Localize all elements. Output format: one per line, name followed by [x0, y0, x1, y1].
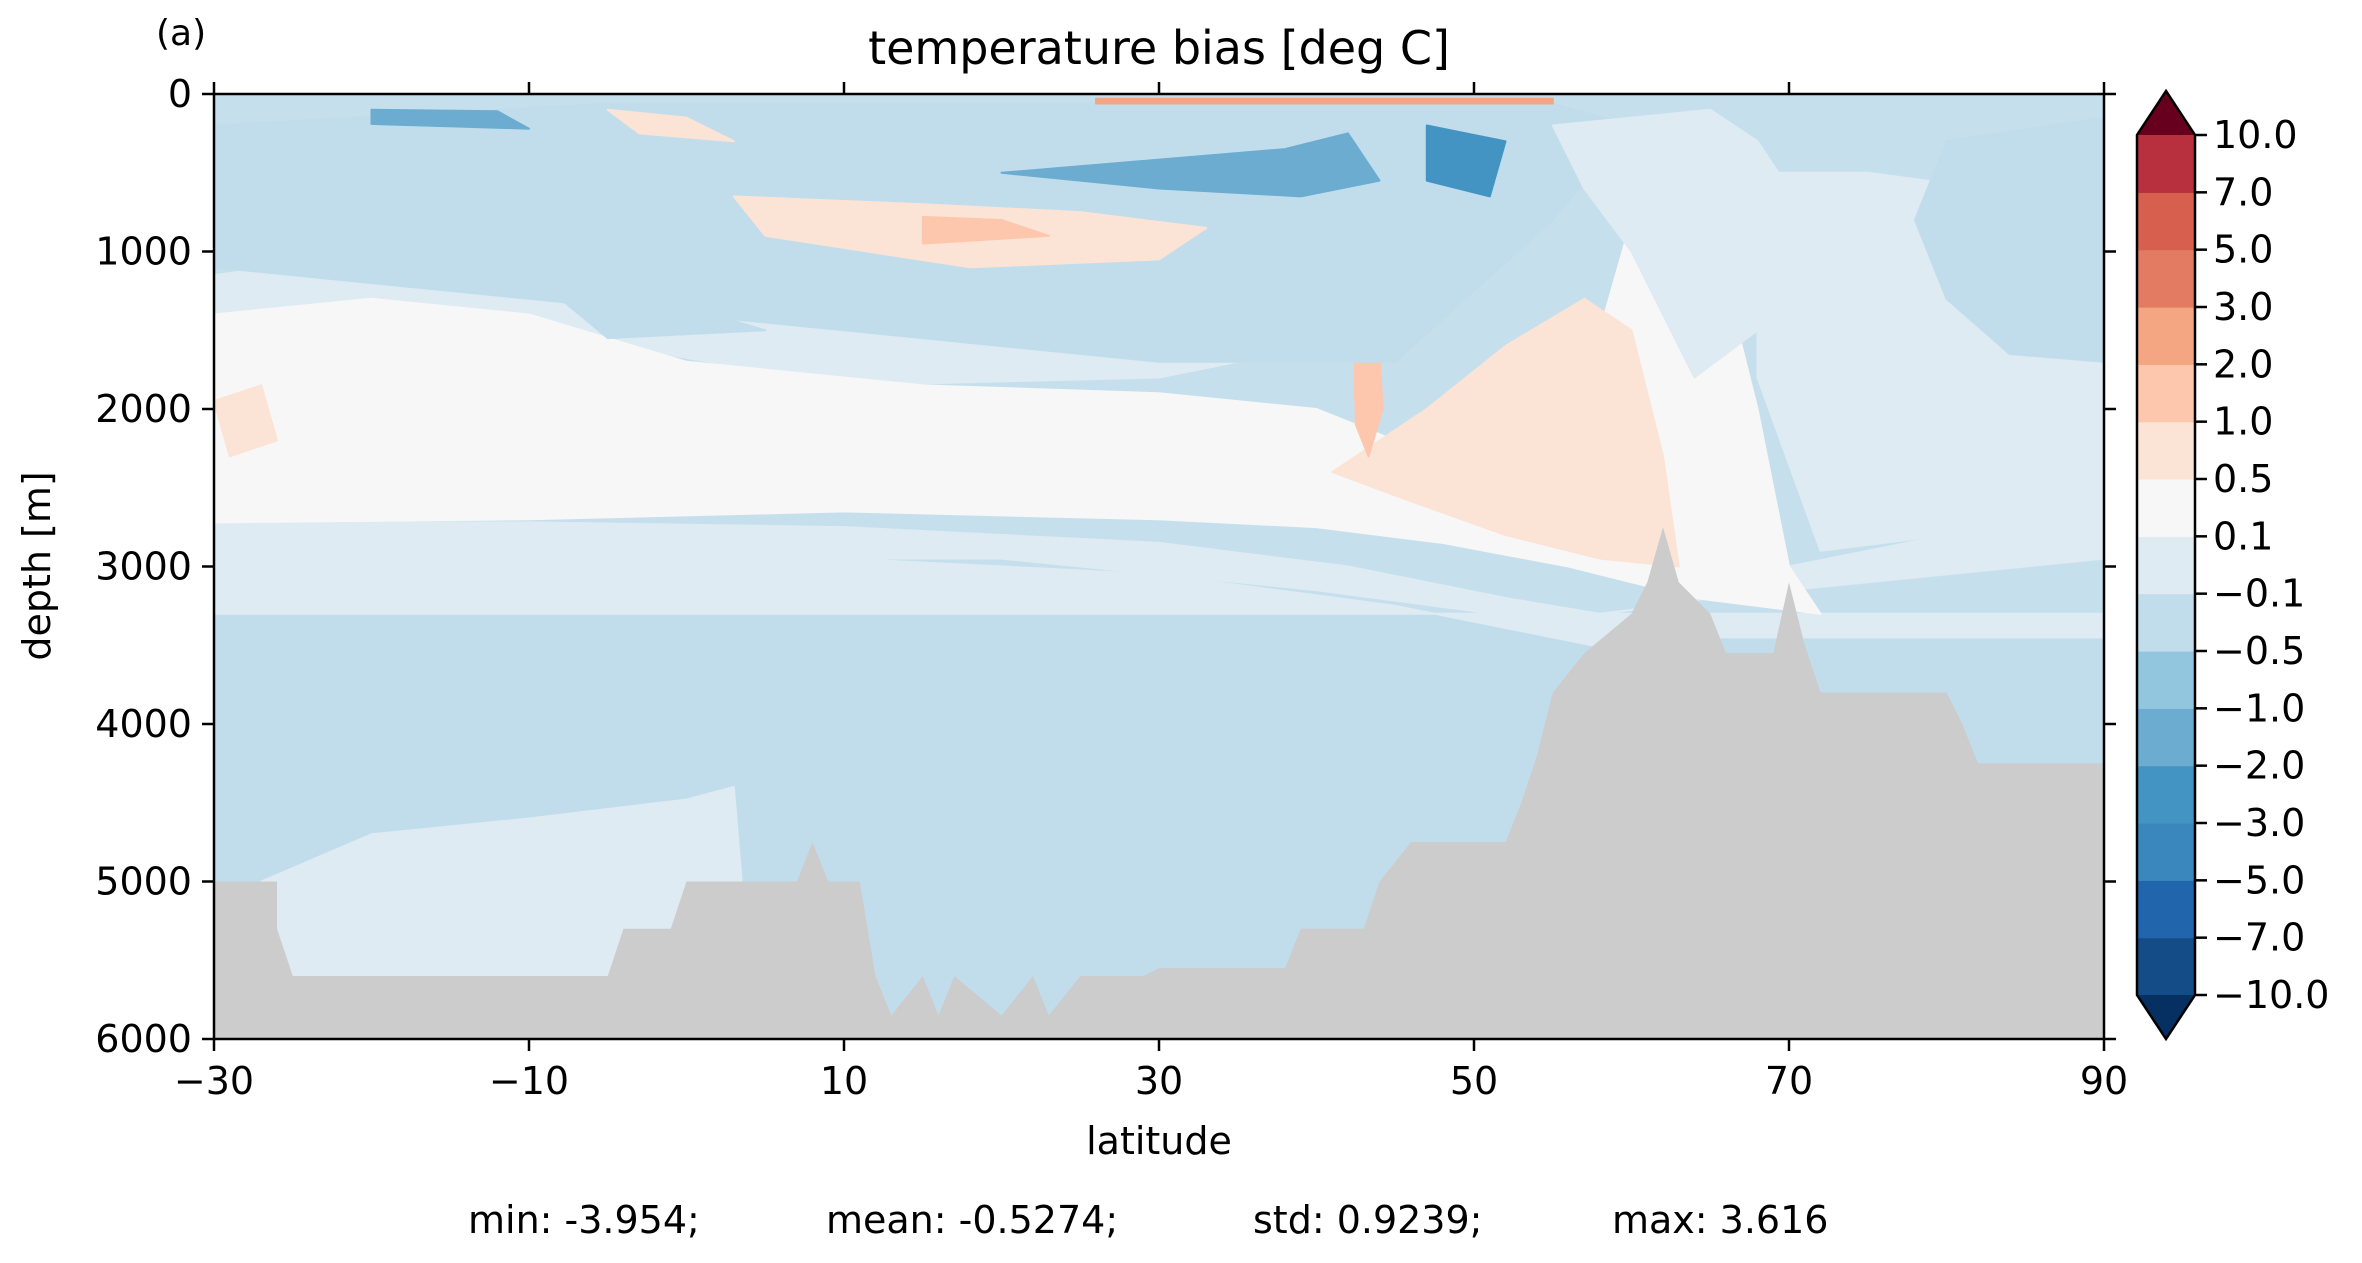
x-tick-label: −10 [489, 1059, 569, 1103]
colorbar-segment [2137, 135, 2195, 193]
region-white-band-3k [214, 502, 2104, 623]
colorbar-segment [2137, 307, 2195, 365]
plot-area [212, 92, 2106, 1041]
colorbar-tick-label: 2.0 [2213, 342, 2273, 386]
colorbar-segment [2137, 937, 2195, 996]
x-axis: −30 −10 10 30 50 70 90 [174, 82, 2128, 1103]
region-mid-blue-1600 [559, 297, 767, 340]
region-positive-core-north [1331, 297, 1680, 568]
region-upper-orange-core [921, 215, 1050, 245]
region-upper-blue-left [370, 108, 530, 130]
y-tick-label: 4000 [95, 702, 192, 746]
x-tick-label: 90 [2080, 1059, 2128, 1103]
x-tick-label: −30 [174, 1059, 254, 1103]
colorbar-segment [2137, 536, 2195, 595]
colorbar-tick-label: −5.0 [2213, 858, 2305, 902]
colorbar-segment [2137, 651, 2195, 709]
colorbar-extend-min [2137, 995, 2195, 1039]
colorbar-tick-label: −2.0 [2213, 744, 2305, 788]
colorbar-tick-label: −7.0 [2213, 916, 2305, 960]
colorbar-tick-label: 1.0 [2213, 400, 2273, 444]
colorbar-tick-label: −0.1 [2213, 572, 2305, 616]
stat-mean: mean: -0.5274; [826, 1198, 1119, 1242]
colorbar-segment [2137, 479, 2195, 537]
colorbar: −10.0 −7.0 −5.0 −3.0 −2.0 −1.0 −0.5 −0.1 0.1 0.5 1… [2135, 88, 2329, 1042]
colorbar-segment [2137, 823, 2195, 881]
colorbar-segment [2137, 765, 2195, 824]
colorbar-segment [2137, 880, 2195, 939]
bathymetry-mask [214, 527, 2104, 1039]
stat-std: std: 0.9239; [1253, 1198, 1483, 1242]
region-surface-red-strip [1095, 97, 1554, 105]
y-tick-label: 3000 [95, 545, 192, 589]
chart-title: temperature bias [deg C] [868, 21, 1450, 75]
colorbar-tick-label: −3.0 [2213, 801, 2305, 845]
y-tick-label: 6000 [95, 1017, 192, 1061]
colorbar-segment [2137, 364, 2195, 423]
colorbar-tick-label: 0.1 [2213, 514, 2273, 558]
region-upper-core-blue [1425, 124, 1507, 198]
region-upper-mid-blue [1000, 132, 1381, 198]
stat-max: max: 3.616 [1612, 1198, 1829, 1242]
colorbar-tick-label: −0.5 [2213, 629, 2305, 673]
y-tick-label: 2000 [95, 387, 192, 431]
x-tick-label: 70 [1765, 1059, 1813, 1103]
colorbar-segment [2137, 192, 2195, 251]
y-axis: 0 1000 2000 3000 4000 5000 6000 [95, 72, 2116, 1061]
x-axis-label: latitude [1086, 1119, 1232, 1163]
colorbar-tick-label: −10.0 [2213, 973, 2329, 1017]
colorbar-extend-max [2137, 91, 2195, 135]
region-positive-south-patch [214, 384, 278, 458]
colorbar-segment [2137, 593, 2195, 652]
region-north-white-column [1551, 108, 1790, 379]
region-mid-blue-1500 [1079, 266, 1349, 355]
colorbar-tick-label: 0.5 [2213, 457, 2273, 501]
colorbar-tick-label: 7.0 [2213, 170, 2273, 214]
y-tick-label: 1000 [95, 230, 192, 274]
stat-min: min: -3.954; [468, 1198, 700, 1242]
colorbar-tick-label: 5.0 [2213, 228, 2273, 272]
colorbar-tick-label: 3.0 [2213, 285, 2273, 329]
colorbar-tick-label: −1.0 [2213, 686, 2305, 730]
y-tick-label: 5000 [95, 860, 192, 904]
panel-label: (a) [156, 13, 206, 54]
colorbar-segment [2137, 249, 2195, 308]
colorbar-segment [2137, 421, 2195, 480]
x-tick-label: 30 [1135, 1059, 1183, 1103]
colorbar-tick-label: 10.0 [2213, 113, 2298, 157]
colorbar-segment [2137, 708, 2195, 767]
y-axis-label: depth [m] [15, 471, 59, 660]
x-tick-label: 50 [1450, 1059, 1498, 1103]
region-surface-orange [606, 108, 735, 143]
region-north-blue [1914, 116, 2104, 363]
y-tick-label: 0 [168, 72, 192, 116]
x-tick-label: 10 [820, 1059, 868, 1103]
